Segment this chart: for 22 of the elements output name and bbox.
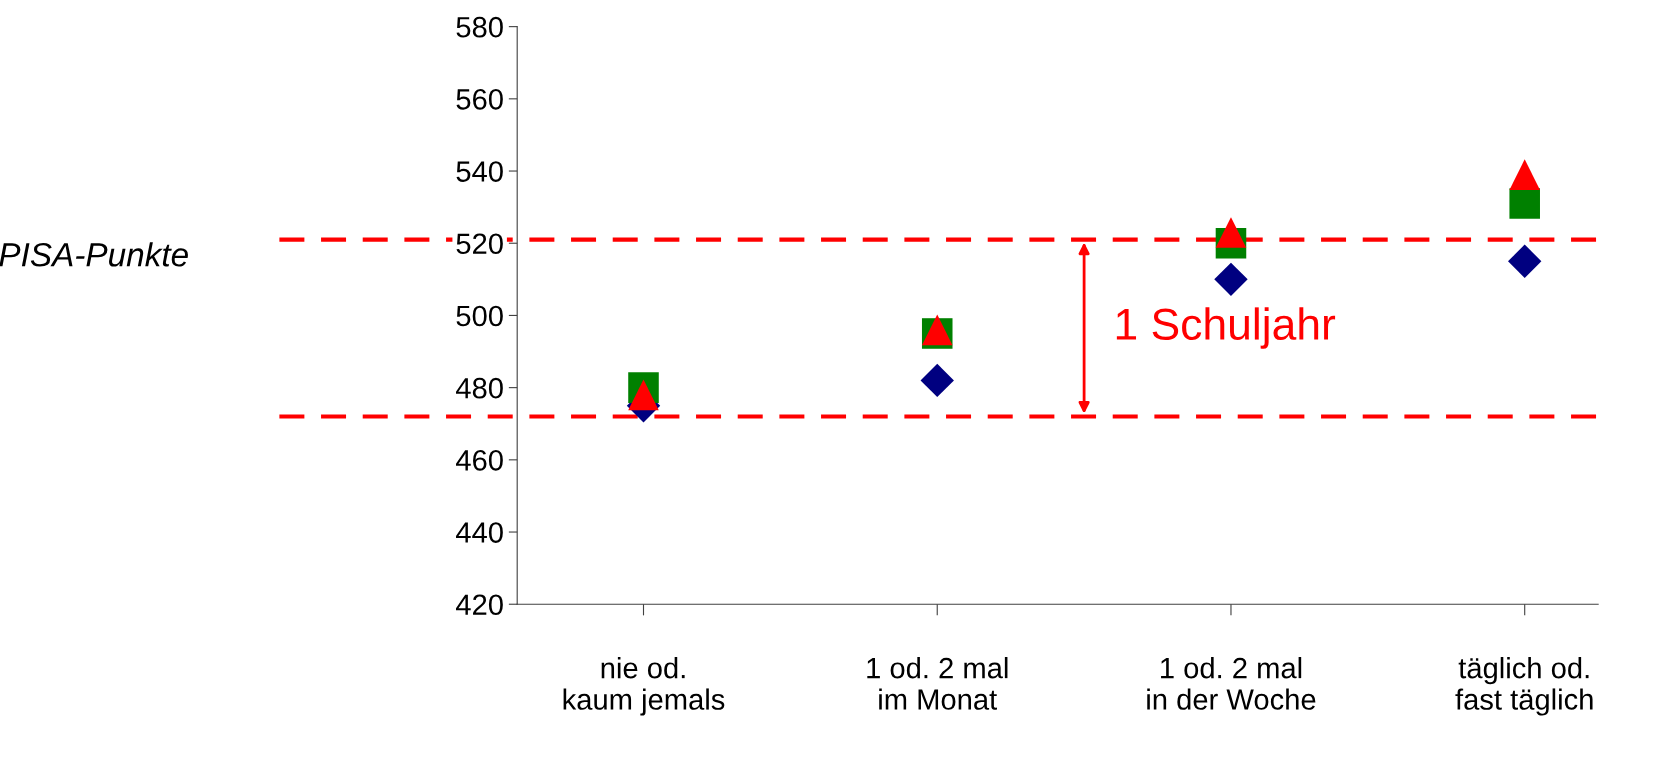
y-tick-label: 580 — [456, 16, 503, 38]
y-tick-label: 460 — [456, 450, 503, 471]
y-tick-label: 560 — [456, 89, 503, 110]
x-tick-label: nie od. kaum jemals — [563, 657, 725, 716]
y-tick-label: 540 — [456, 161, 503, 182]
point — [1509, 188, 1540, 219]
y-tick-label: 500 — [456, 305, 503, 327]
x-tick-label: 1 od. 2 mal im Monat — [867, 657, 1008, 710]
y-axis-title: PISA-Punkte — [0, 242, 188, 267]
annotation: 1 Schuljahr — [1116, 307, 1336, 349]
y-tick-label: 420 — [456, 594, 503, 616]
point — [920, 363, 954, 398]
y-tick-label: 440 — [456, 522, 503, 543]
point — [628, 379, 659, 411]
y-tick-label: 520 — [456, 233, 503, 255]
point — [1215, 217, 1247, 248]
point — [1214, 262, 1248, 297]
x-tick-label: 1 od. 2 mal in der Woche — [1147, 657, 1316, 710]
point — [1508, 244, 1542, 278]
y-tick-label: 480 — [456, 377, 503, 399]
x-tick-label: täglich od. fast täglich — [1455, 657, 1593, 716]
point — [1509, 159, 1540, 190]
